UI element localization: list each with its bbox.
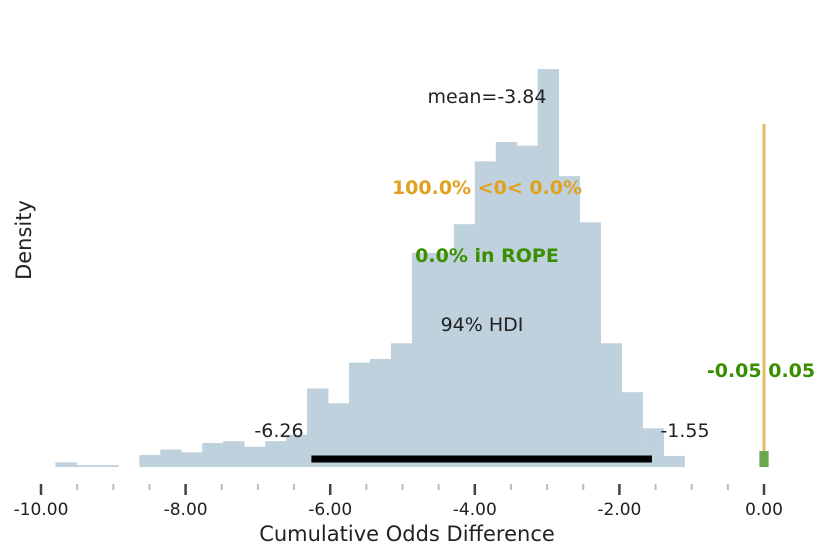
histogram-bar: [474, 161, 497, 467]
histogram-bar: [495, 141, 518, 467]
histogram-bar: [265, 441, 287, 467]
x-tick-label: -10.00: [14, 500, 69, 520]
histogram-bar: [76, 465, 98, 467]
histogram-bar: [160, 449, 182, 467]
histogram-bar: [328, 403, 350, 467]
hdi-high-label: -1.55: [660, 420, 709, 442]
histogram-bar: [621, 392, 643, 467]
histogram-bar: [663, 455, 685, 467]
mean-label: mean=-3.84: [428, 86, 547, 108]
histogram-bar: [432, 252, 455, 467]
histogram-bar: [453, 224, 476, 467]
reference-percent-label: 100.0% <0< 0.0%: [392, 177, 582, 199]
histogram-bar: [600, 343, 622, 467]
histogram-bar: [55, 462, 77, 467]
x-tick-label: 0.00: [745, 500, 783, 520]
histogram-bar: [369, 358, 392, 467]
histogram-bar: [97, 465, 119, 467]
histogram-bar: [244, 446, 266, 467]
histogram-bars: [55, 69, 685, 468]
x-axis-tick-labels: -10.00 -8.00 -6.00 -4.00 -2.00 0.00: [14, 500, 783, 520]
x-tick-label: -2.00: [597, 500, 641, 520]
hdi-label: 94% HDI: [441, 314, 524, 336]
histogram-bar: [558, 176, 581, 467]
x-tick-label: -8.00: [164, 500, 208, 520]
y-axis-label: Density: [12, 200, 36, 280]
histogram-bar: [286, 434, 308, 467]
histogram-bar: [390, 343, 413, 467]
histogram-bar: [202, 442, 224, 467]
histogram-bar: [516, 145, 539, 467]
x-tick-label: -6.00: [308, 500, 352, 520]
histogram-bar: [181, 452, 203, 467]
histogram-bar: [139, 454, 161, 467]
histogram-bar: [307, 388, 329, 467]
hdi-low-label: -6.26: [254, 420, 303, 442]
histogram-bar: [348, 362, 371, 467]
rope-marker: [759, 451, 769, 467]
x-axis-ticks: [39, 484, 766, 495]
histogram-bar: [537, 69, 560, 468]
x-axis-label: Cumulative Odds Difference: [259, 522, 555, 546]
histogram-bar: [411, 252, 434, 467]
histogram-bar: [223, 441, 245, 467]
x-tick-label: -4.00: [453, 500, 497, 520]
histogram-bar: [579, 222, 602, 467]
rope-range-label: -0.05 0.05: [707, 360, 815, 382]
rope-percent-label: 0.0% in ROPE: [415, 245, 559, 267]
